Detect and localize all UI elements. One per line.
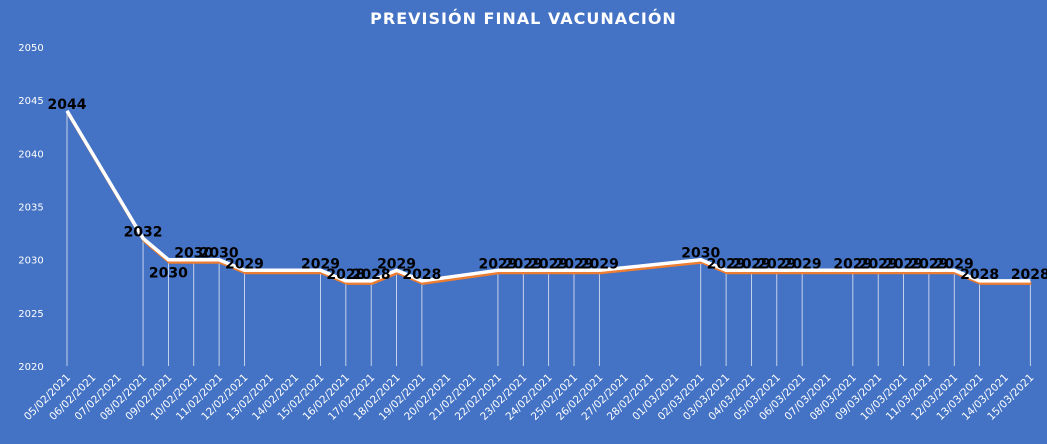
y-tick-label: 2030 xyxy=(18,256,43,267)
data-label: 2030 xyxy=(200,246,239,262)
data-label: 2028 xyxy=(402,267,441,283)
y-tick-label: 2025 xyxy=(18,309,43,320)
data-label: 2028 xyxy=(960,267,999,283)
x-axis: 05/02/202106/02/202107/02/202108/02/2021… xyxy=(22,372,1037,423)
data-label: 2029 xyxy=(478,256,517,272)
data-label: 2029 xyxy=(833,256,872,272)
y-tick-label: 2050 xyxy=(18,43,43,54)
data-label: 2029 xyxy=(301,256,340,272)
y-axis: 2020 2025 2030 2035 2040 2045 2050 xyxy=(18,43,43,373)
y-tick-label: 2045 xyxy=(18,96,43,107)
data-label: 2029 xyxy=(225,256,264,272)
y-tick-label: 2040 xyxy=(18,149,43,160)
data-label: 2028 xyxy=(1011,267,1047,283)
data-label: 2029 xyxy=(580,256,619,272)
data-label: 2029 xyxy=(529,256,568,272)
chart-title: PREVISIÓN FINAL VACUNACIÓN xyxy=(370,9,677,28)
data-label: 2029 xyxy=(935,256,974,272)
data-label: 2030 xyxy=(681,246,720,262)
data-label: 2028 xyxy=(352,267,391,283)
data-label: 2029 xyxy=(783,256,822,272)
data-label: 2029 xyxy=(732,256,771,272)
data-label: 2032 xyxy=(124,224,163,240)
series-line xyxy=(65,109,1031,283)
data-label: 2029 xyxy=(707,256,746,272)
series-line-shadow xyxy=(66,112,1032,285)
data-label: 2030 xyxy=(174,246,213,262)
series-lines xyxy=(65,109,1032,285)
y-tick-label: 2020 xyxy=(18,362,43,373)
data-label: 2029 xyxy=(757,256,796,272)
data-label: 2028 xyxy=(326,267,365,283)
data-label: 2044 xyxy=(48,97,87,113)
data-label: 2029 xyxy=(555,256,594,272)
data-label: 2029 xyxy=(884,256,923,272)
data-label: 2029 xyxy=(504,256,543,272)
data-label: 2029 xyxy=(859,256,898,272)
data-label: 2029 xyxy=(377,256,416,272)
data-label: 2029 xyxy=(909,256,948,272)
y-tick-label: 2035 xyxy=(18,203,43,214)
data-label: 2030 xyxy=(149,266,188,282)
drop-lines xyxy=(66,110,1031,366)
